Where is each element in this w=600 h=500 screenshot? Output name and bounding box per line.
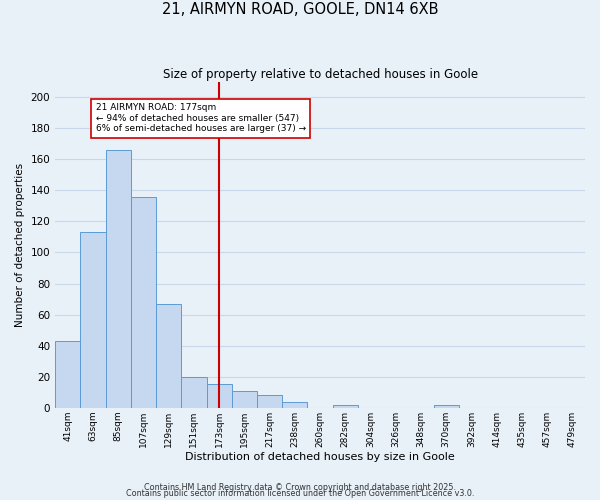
- Bar: [55, 341, 80, 408]
- Bar: [106, 150, 131, 408]
- Bar: [131, 196, 156, 408]
- Bar: [257, 396, 282, 408]
- Bar: [232, 390, 257, 408]
- Title: Size of property relative to detached houses in Goole: Size of property relative to detached ho…: [163, 68, 478, 80]
- Bar: [80, 232, 106, 408]
- Text: Contains HM Land Registry data © Crown copyright and database right 2025.: Contains HM Land Registry data © Crown c…: [144, 482, 456, 492]
- Bar: [181, 376, 206, 408]
- Text: Contains public sector information licensed under the Open Government Licence v3: Contains public sector information licen…: [126, 490, 474, 498]
- Bar: [434, 404, 459, 408]
- Bar: [282, 402, 307, 408]
- Bar: [332, 404, 358, 408]
- Text: 21 AIRMYN ROAD: 177sqm
← 94% of detached houses are smaller (547)
6% of semi-det: 21 AIRMYN ROAD: 177sqm ← 94% of detached…: [95, 104, 305, 133]
- Bar: [156, 304, 181, 408]
- Text: 21, AIRMYN ROAD, GOOLE, DN14 6XB: 21, AIRMYN ROAD, GOOLE, DN14 6XB: [162, 2, 438, 18]
- X-axis label: Distribution of detached houses by size in Goole: Distribution of detached houses by size …: [185, 452, 455, 462]
- Y-axis label: Number of detached properties: Number of detached properties: [15, 162, 25, 327]
- Bar: [206, 384, 232, 408]
